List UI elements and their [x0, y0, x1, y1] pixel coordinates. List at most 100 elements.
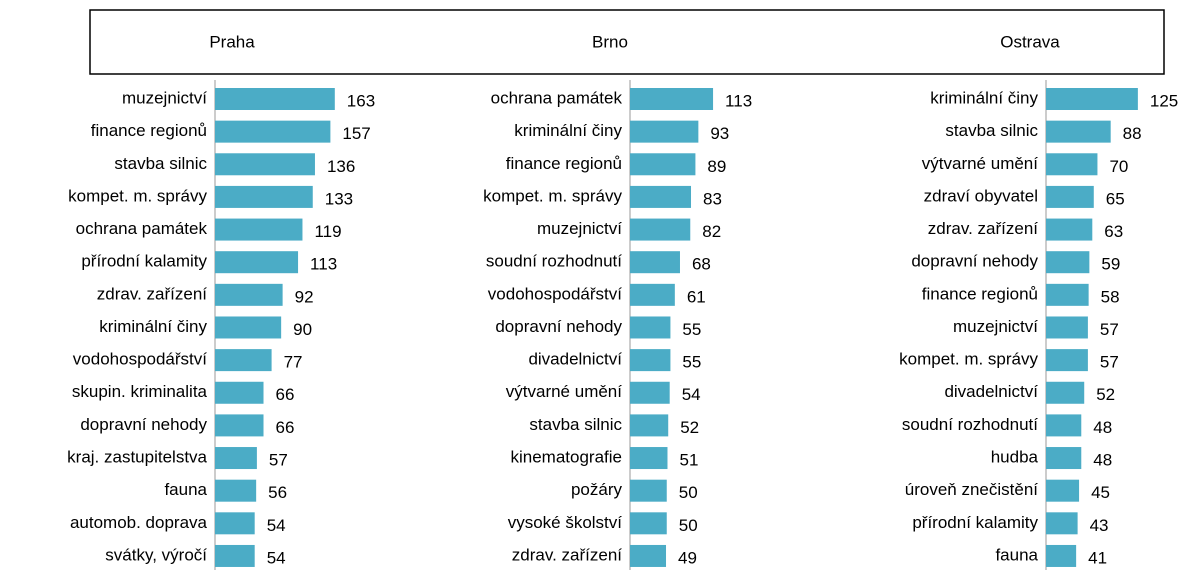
category-label: muzejnictví: [537, 219, 622, 238]
bar: [1046, 447, 1082, 470]
category-label: požáry: [571, 480, 623, 499]
value-label: 63: [1104, 222, 1123, 241]
category-label: zdrav. zařízení: [97, 284, 208, 303]
value-label: 68: [692, 255, 711, 274]
bar: [630, 185, 692, 208]
bar: [630, 251, 680, 274]
category-label: přírodní kalamity: [912, 513, 1038, 532]
category-label: zdrav. zařízení: [512, 545, 623, 564]
category-label: muzejnictví: [953, 317, 1038, 336]
bar: [630, 120, 699, 143]
bar: [215, 349, 272, 372]
category-label: ochrana památek: [491, 88, 623, 107]
value-label: 58: [1101, 287, 1120, 306]
category-label: soudní rozhodnutí: [902, 415, 1038, 434]
value-label: 54: [682, 385, 701, 404]
bar: [1046, 479, 1080, 502]
bar: [1046, 316, 1088, 339]
category-label: výtvarné umění: [506, 382, 622, 401]
category-label: kompet. m. správy: [899, 350, 1038, 369]
category-label: automob. doprava: [70, 513, 208, 532]
bar: [215, 544, 255, 567]
value-label: 82: [702, 222, 721, 241]
value-label: 65: [1106, 189, 1125, 208]
bar: [1046, 283, 1089, 306]
category-label: finance regionů: [506, 154, 622, 173]
value-label: 48: [1093, 451, 1112, 470]
bar: [215, 185, 313, 208]
value-label: 43: [1090, 516, 1109, 535]
bar: [1046, 88, 1138, 110]
category-label: zdrav. zařízení: [928, 219, 1039, 238]
category-label: zdraví obyvatel: [924, 186, 1038, 205]
category-label: výtvarné umění: [922, 154, 1038, 173]
bar: [215, 120, 331, 143]
bar: [630, 544, 667, 567]
value-label: 49: [678, 548, 697, 567]
category-label: kompet. m. správy: [483, 186, 622, 205]
value-label: 61: [687, 287, 706, 306]
value-label: 56: [268, 483, 287, 502]
value-label: 66: [276, 385, 295, 404]
bar: [1046, 120, 1111, 143]
category-label: kriminální činy: [514, 121, 622, 140]
bar: [1046, 251, 1090, 274]
category-label: kinematografie: [510, 448, 622, 467]
value-label: 57: [269, 451, 288, 470]
bar: [630, 414, 669, 437]
header-box: [89, 9, 1165, 75]
bar: [1046, 544, 1077, 567]
bar: [630, 88, 714, 110]
bar: [630, 512, 667, 535]
bar: [215, 218, 303, 241]
value-label: 113: [310, 255, 337, 274]
bar: [215, 414, 264, 437]
value-label: 57: [1100, 353, 1119, 372]
value-label: 77: [284, 353, 303, 372]
value-label: 52: [1096, 385, 1115, 404]
value-label: 93: [710, 124, 729, 143]
category-label: skupin. kriminalita: [72, 382, 208, 401]
category-label: svátky, výročí: [105, 545, 207, 564]
value-label: 88: [1123, 124, 1142, 143]
category-label: vysoké školství: [508, 513, 623, 532]
category-label: hudba: [991, 448, 1039, 467]
category-label: vodohospodářství: [488, 284, 622, 303]
value-label: 92: [295, 287, 314, 306]
category-label: kriminální činy: [930, 88, 1038, 107]
bar: [630, 316, 671, 339]
bar: [215, 479, 257, 502]
chart-title: Brno: [592, 32, 628, 51]
bar: [1046, 381, 1085, 404]
category-label: muzejnictví: [122, 88, 207, 107]
value-label: 41: [1088, 548, 1107, 567]
value-label: 66: [276, 418, 295, 437]
bar: [1046, 185, 1094, 208]
bar: [1046, 153, 1098, 176]
category-label: stavba silnic: [529, 415, 622, 434]
value-label: 52: [680, 418, 699, 437]
value-label: 50: [679, 483, 698, 502]
bar: [215, 251, 299, 274]
value-label: 163: [347, 91, 375, 110]
category-label: kompet. m. správy: [68, 186, 207, 205]
bar: [215, 447, 257, 470]
category-label: stavba silnic: [114, 154, 207, 173]
category-label: přírodní kalamity: [81, 252, 207, 271]
category-label: vodohospodářství: [73, 350, 207, 369]
category-label: dopravní nehody: [911, 252, 1038, 271]
value-label: 133: [325, 189, 353, 208]
bar: [630, 381, 670, 404]
bar: [215, 153, 315, 176]
value-label: 55: [682, 320, 701, 339]
category-label: úroveň znečistění: [905, 480, 1039, 499]
chart-title: Praha: [209, 32, 255, 51]
value-label: 90: [293, 320, 312, 339]
value-label: 48: [1093, 418, 1112, 437]
bar: [630, 349, 671, 372]
category-label: fauna: [995, 545, 1038, 564]
category-label: stavba silnic: [945, 121, 1038, 140]
bar: [1046, 414, 1082, 437]
category-label: divadelnictví: [528, 350, 622, 369]
value-label: 113: [725, 91, 752, 110]
